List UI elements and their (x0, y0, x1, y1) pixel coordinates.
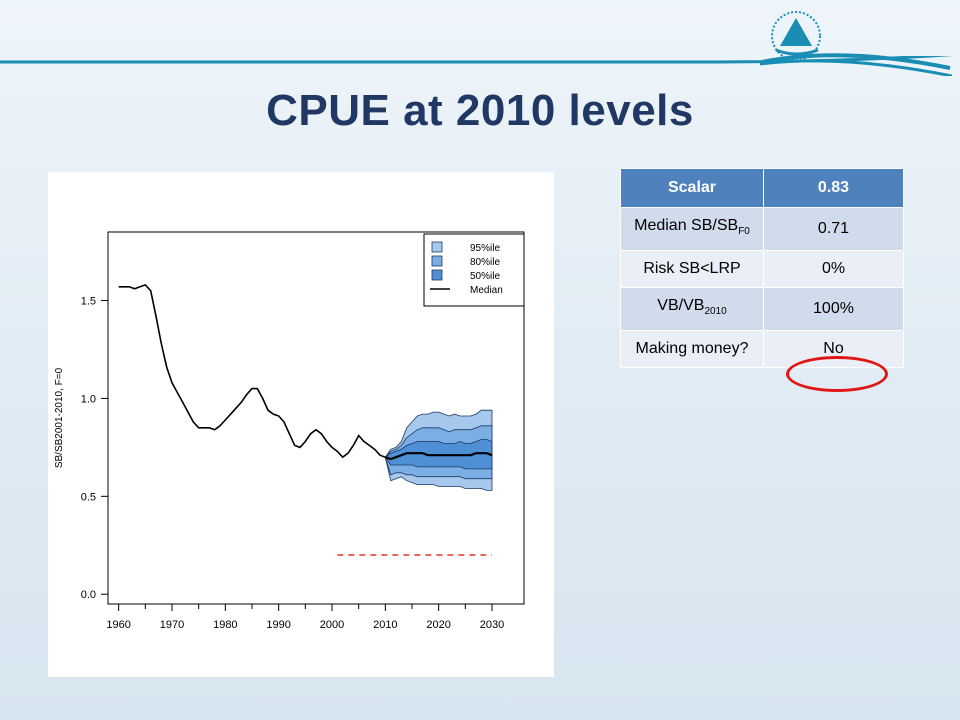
x-tick-label: 1990 (266, 619, 290, 631)
y-axis-label: SB/SB2001-2010, F=0 (54, 367, 65, 468)
table-row: VB/VB2010 100% (620, 287, 904, 332)
x-tick-label: 2020 (426, 619, 450, 631)
legend-label: Median (470, 285, 503, 296)
legend-swatch (431, 255, 443, 267)
row-label: Median SB/SBF0 (620, 206, 764, 252)
chart-panel: 1960 1970 1980 1990 2000 2010 2020 2030 0.0 0.5 1.… (48, 172, 554, 677)
x-tick-label: 2000 (320, 619, 344, 631)
header-scalar-label: Scalar (620, 168, 764, 208)
table-row: Making money? No (620, 330, 904, 369)
table-row: Risk SB<LRP 0% (620, 250, 904, 289)
y-tick-label: 1.0 (81, 393, 96, 405)
legend-label: 95%ile (470, 243, 500, 254)
row-value: 0.71 (763, 206, 904, 252)
x-tick-label: 1980 (213, 619, 237, 631)
legend-label: 50%ile (470, 271, 500, 282)
x-tick-label: 2010 (373, 619, 397, 631)
legend-swatch (431, 241, 443, 253)
legend-swatch (431, 269, 443, 281)
organization-logo (759, 11, 952, 76)
projection-chart: 1960 1970 1980 1990 2000 2010 2020 2030 0.0 0.5 1.… (54, 231, 525, 631)
legend-label: 80%ile (470, 257, 500, 268)
plot-frame (107, 231, 525, 605)
row-value: 0% (763, 250, 904, 289)
historical-median-line (118, 283, 386, 459)
slide-title: CPUE at 2010 levels (266, 86, 694, 135)
x-tick-label: 2030 (480, 619, 504, 631)
y-tick-label: 0.5 (81, 491, 96, 503)
y-tick-label: 1.5 (81, 296, 96, 308)
x-tick-label: 1970 (160, 619, 184, 631)
stats-table: Scalar 0.83 Median SB/SBF0 0.71 Risk SB<… (620, 168, 904, 369)
table-header-row: Scalar 0.83 (620, 168, 904, 208)
row-label: Making money? (620, 330, 764, 369)
row-value: 100% (763, 287, 904, 332)
y-tick-label: 0.0 (81, 589, 96, 601)
highlight-ring (786, 356, 888, 392)
x-tick-label: 1960 (106, 619, 130, 631)
table-row: Median SB/SBF0 0.71 (620, 206, 904, 252)
row-label: VB/VB2010 (620, 287, 764, 332)
projected-median-line (384, 452, 493, 461)
header-scalar-value: 0.83 (763, 168, 904, 208)
row-label: Risk SB<LRP (620, 250, 764, 289)
